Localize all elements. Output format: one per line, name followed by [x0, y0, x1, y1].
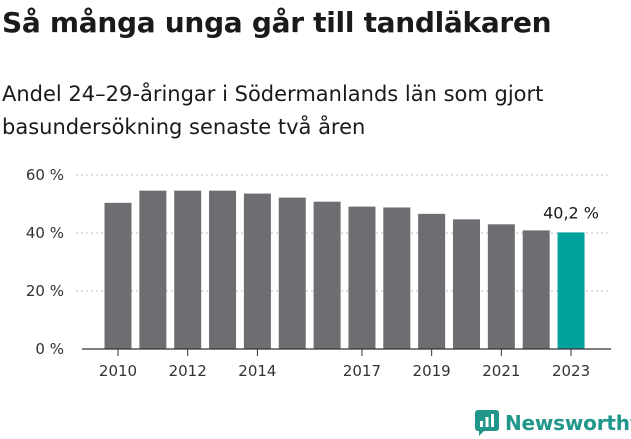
- bar-2012: [174, 190, 202, 349]
- x-tick-label: 2019: [413, 362, 451, 380]
- chart-title: Så många unga går till tandläkaren: [2, 6, 552, 39]
- chart-subtitle: Andel 24–29-åringar i Södermanlands län …: [2, 82, 544, 139]
- data-labels: 40,2 %: [543, 203, 599, 222]
- data-label-highlight: 40,2 %: [543, 203, 599, 222]
- x-tick-label: 2012: [169, 362, 207, 380]
- y-tick-label: 0 %: [35, 340, 64, 358]
- y-tick-label: 40 %: [26, 224, 64, 242]
- bar-2016: [313, 201, 341, 349]
- x-tick-label: 2010: [99, 362, 137, 380]
- gridlines: 0 % 20 % 40 % 60 %: [26, 166, 611, 358]
- newsworthy-logo: Newsworthy: [475, 408, 631, 438]
- bars: [104, 190, 585, 349]
- bar-2013: [209, 190, 237, 349]
- y-tick-label: 20 %: [26, 282, 64, 300]
- bar-2018: [383, 207, 411, 349]
- bar-2011: [139, 190, 167, 349]
- bar-2022: [522, 230, 550, 349]
- bar-2019: [418, 213, 446, 349]
- x-tick-label: 2023: [552, 362, 590, 380]
- y-tick-label: 60 %: [26, 166, 64, 184]
- bar-2020: [453, 219, 480, 349]
- bar-2015: [278, 197, 306, 349]
- x-tick-label: 2017: [343, 362, 381, 380]
- bar-2017: [348, 206, 376, 349]
- x-tick-label: 2014: [238, 362, 276, 380]
- x-tick-label: 2021: [482, 362, 520, 380]
- x-axis: 2010 2012 2014 2017 2019 2021 2023: [82, 348, 611, 380]
- bar-2023: [557, 232, 585, 349]
- newsworthy-logo-icon: [475, 410, 499, 436]
- bar-chart: 0 % 20 % 40 % 60 % 2010 2012 2014 2017 2019 2021…: [26, 166, 611, 380]
- bar-2010: [104, 202, 132, 349]
- bar-2014: [243, 193, 271, 349]
- bar-2021: [487, 224, 515, 349]
- newsworthy-logo-text: Newsworthy: [505, 411, 631, 435]
